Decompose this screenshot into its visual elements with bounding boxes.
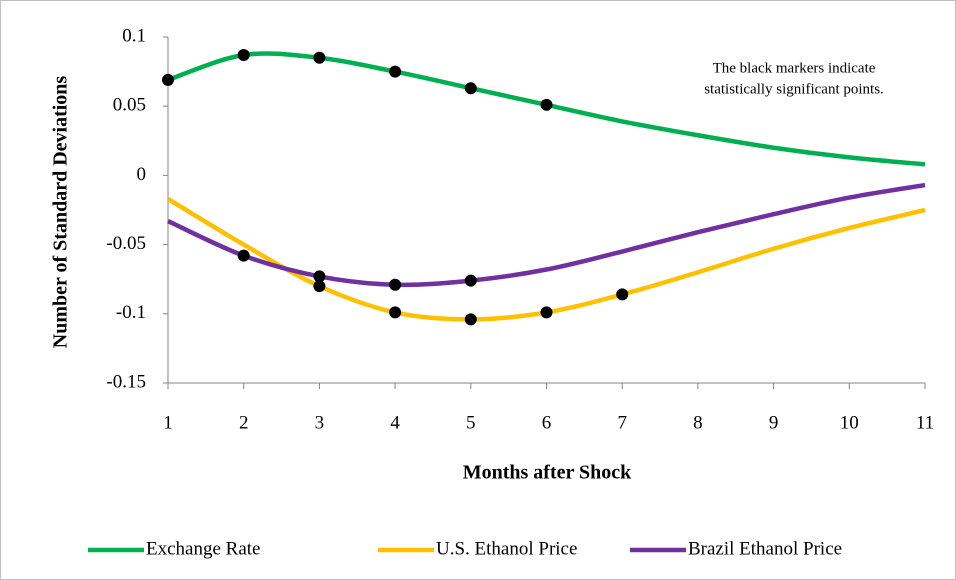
y-tick-label: 0 [137,164,147,185]
significance-marker [313,280,326,293]
x-axis-title: Months after Shock [463,462,632,484]
x-tick-label: 3 [315,412,325,433]
legend-label: U.S. Ethanol Price [436,538,577,559]
significance-marker [313,51,326,64]
y-tick-label: 0.1 [122,25,146,46]
x-tick-label: 10 [840,412,859,433]
annotation: The black markers indicate [713,60,876,76]
x-tick-label: 7 [617,412,627,433]
significance-marker [313,270,326,283]
y-tick-label: -0.15 [106,371,146,392]
x-tick-label: 4 [390,412,400,433]
x-tick-label: 5 [466,412,476,433]
y-tick-label: -0.1 [116,302,146,323]
legend-label: Brazil Ethanol Price [688,538,842,559]
annotation: statistically significant points. [704,81,884,97]
x-tick-label: 1 [163,412,173,433]
significance-marker [464,274,477,287]
legend-label: Exchange Rate [146,538,260,559]
series-line [167,182,926,288]
x-tick-label: 6 [542,412,552,433]
significance-marker [464,313,477,326]
significance-marker [389,65,402,78]
significance-marker [389,306,402,319]
y-axis-title: Number of Standard Deviations [50,76,72,349]
significance-marker [540,306,553,319]
y-tick-label: 0.05 [113,95,146,116]
significance-marker [389,278,402,291]
y-tick-label: -0.05 [106,233,146,254]
x-tick-label: 8 [693,412,703,433]
significance-marker [162,73,174,86]
significance-marker [616,288,629,301]
x-tick-label: 11 [916,412,934,433]
significance-marker [540,98,553,111]
significance-marker [237,249,250,262]
significance-marker [237,48,250,61]
x-tick-label: 9 [769,412,779,433]
x-tick-label: 2 [239,412,249,433]
significance-marker [464,82,477,95]
